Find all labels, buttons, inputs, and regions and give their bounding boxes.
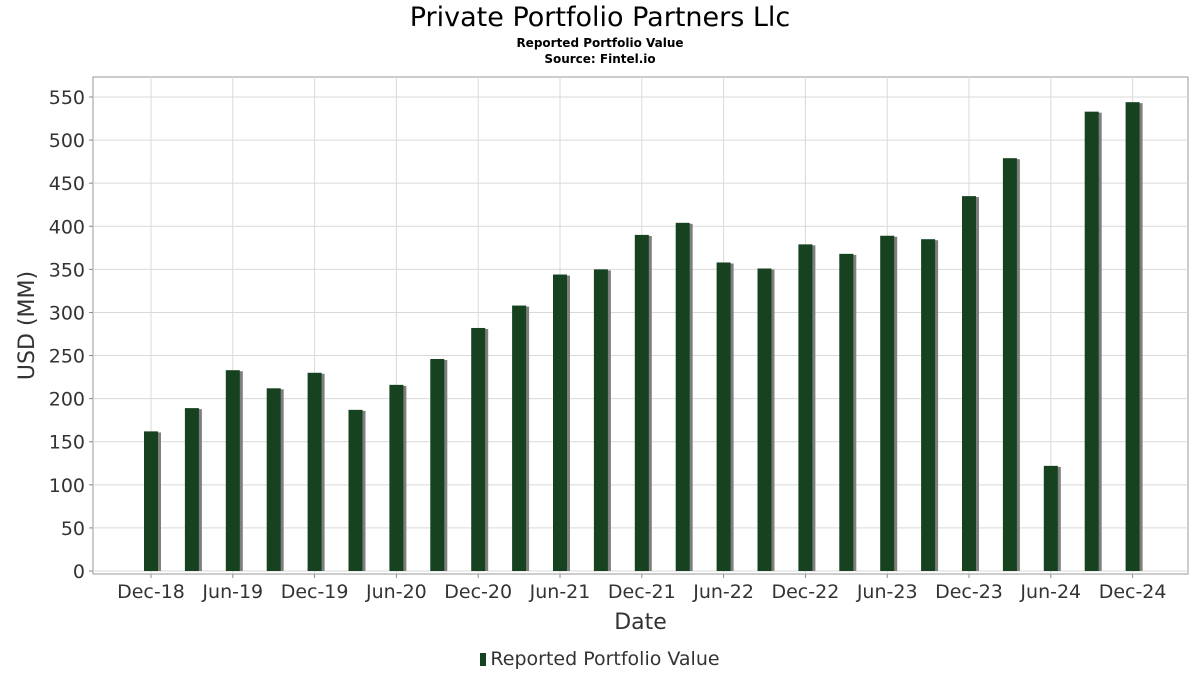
bar xyxy=(880,235,895,571)
chart-title: Private Portfolio Partners Llc xyxy=(409,2,791,33)
chart-source: Source: Fintel.io xyxy=(544,52,656,66)
bar-shadow xyxy=(525,306,530,571)
legend: Reported Portfolio Value xyxy=(0,648,1200,670)
bar-shadow xyxy=(1097,112,1102,571)
bar-shadow xyxy=(1056,466,1061,571)
x-tick-label: Dec-19 xyxy=(281,581,349,603)
bar-shadow xyxy=(647,235,652,571)
bar xyxy=(798,244,813,571)
y-tick-label: 550 xyxy=(49,87,85,109)
x-axis-ticks: Dec-18 Jun-19 Dec-19 Jun-20 Dec-20 Jun-21 Dec-… xyxy=(117,574,1167,603)
y-tick-label: 400 xyxy=(49,216,85,238)
bar xyxy=(512,305,527,571)
x-tick-label: Dec-24 xyxy=(1099,581,1167,603)
x-axis-label: Date xyxy=(614,610,667,635)
bar-shadow xyxy=(893,236,898,571)
x-tick-label: Jun-21 xyxy=(529,581,591,603)
bar xyxy=(184,408,199,571)
y-tick-label: 200 xyxy=(49,389,85,411)
chart-subtitle: Reported Portfolio Value xyxy=(516,36,684,50)
bar xyxy=(1043,465,1058,571)
bar xyxy=(144,431,158,571)
bar xyxy=(1084,111,1099,571)
bar-shadow xyxy=(1015,159,1020,571)
y-tick-label: 250 xyxy=(49,346,85,368)
bar-shadow xyxy=(852,254,857,572)
bar-shadow xyxy=(157,432,161,571)
bar-shadow xyxy=(361,410,366,571)
bar xyxy=(471,327,486,571)
bar-shadow xyxy=(1138,103,1143,572)
legend-swatch xyxy=(480,653,487,666)
x-tick-label: Jun-24 xyxy=(1019,581,1081,603)
bar-shadow xyxy=(402,385,407,571)
y-tick-label: 500 xyxy=(49,130,85,152)
bar xyxy=(225,370,240,571)
x-tick-label: Jun-20 xyxy=(365,581,427,603)
x-tick-label: Dec-18 xyxy=(117,581,185,603)
legend-label: Reported Portfolio Value xyxy=(490,648,720,670)
y-tick-label: 100 xyxy=(49,475,85,497)
x-tick-label: Jun-22 xyxy=(692,581,754,603)
bar-shadow xyxy=(279,389,284,571)
x-tick-label: Jun-19 xyxy=(201,581,263,603)
bar-shadow xyxy=(566,275,570,571)
bar xyxy=(1125,102,1140,572)
x-tick-label: Dec-23 xyxy=(935,581,1003,603)
y-tick-label: 50 xyxy=(61,518,85,540)
bar xyxy=(839,253,854,572)
bar-shadow xyxy=(484,328,489,571)
bar-shadow xyxy=(770,269,775,571)
bar-shadow xyxy=(197,409,202,571)
y-axis-label: USD (MM) xyxy=(15,271,40,380)
y-axis-ticks: 0 50 100 150 200 250 300 350 400 450 500 550 xyxy=(49,87,93,583)
bar-shadow xyxy=(729,263,734,571)
bar-shadow xyxy=(443,359,448,571)
bar-shadow xyxy=(238,371,243,571)
y-tick-label: 350 xyxy=(49,259,85,281)
bar xyxy=(307,372,322,571)
y-tick-label: 300 xyxy=(49,302,85,324)
bar xyxy=(593,269,608,571)
bars-group xyxy=(144,102,1143,572)
x-tick-label: Dec-21 xyxy=(608,581,676,603)
bar xyxy=(1002,158,1017,571)
bar xyxy=(757,268,772,571)
bar xyxy=(430,358,445,571)
bar xyxy=(675,222,690,572)
bar-shadow xyxy=(320,373,325,571)
x-tick-label: Dec-20 xyxy=(444,581,512,603)
x-tick-label: Jun-23 xyxy=(856,581,918,603)
bar xyxy=(266,388,281,571)
bar xyxy=(921,239,936,571)
y-tick-label: 450 xyxy=(49,173,85,195)
bar xyxy=(634,234,649,571)
bar xyxy=(348,409,363,571)
x-tick-label: Dec-22 xyxy=(771,581,839,603)
bar-shadow xyxy=(934,240,939,571)
bar xyxy=(553,274,567,571)
bar xyxy=(389,384,404,571)
bar-shadow xyxy=(688,223,693,572)
bar-shadow xyxy=(811,245,816,571)
bar-shadow xyxy=(975,197,979,572)
bar xyxy=(962,196,976,572)
bar xyxy=(716,262,731,571)
y-tick-label: 150 xyxy=(49,432,85,454)
y-tick-label: 0 xyxy=(73,561,85,583)
bar-shadow xyxy=(606,270,611,571)
